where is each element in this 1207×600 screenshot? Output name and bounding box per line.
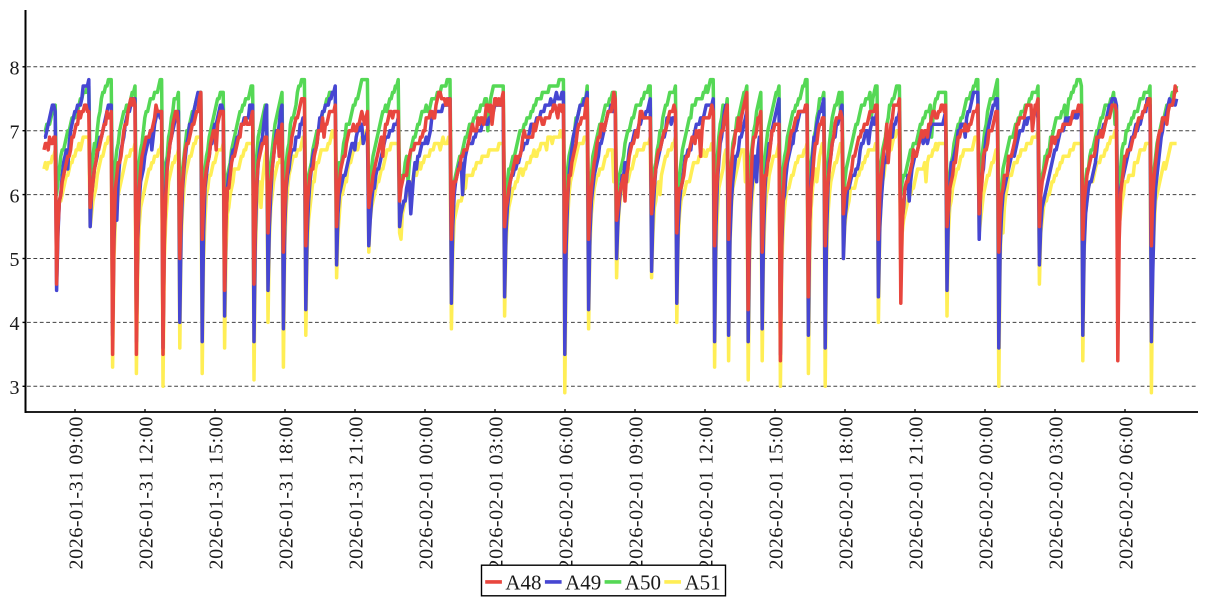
svg-text:8: 8: [10, 58, 20, 80]
svg-text:2026-02-02 00:00: 2026-02-02 00:00: [976, 416, 998, 569]
svg-text:2026-02-01 03:00: 2026-02-01 03:00: [486, 416, 508, 569]
svg-text:6: 6: [10, 185, 20, 207]
svg-text:2026-01-31 15:00: 2026-01-31 15:00: [206, 416, 228, 569]
svg-text:2026-02-01 09:00: 2026-02-01 09:00: [626, 416, 648, 569]
svg-text:2026-01-31 12:00: 2026-01-31 12:00: [136, 416, 158, 569]
svg-text:3: 3: [10, 377, 20, 399]
svg-text:2026-01-31 09:00: 2026-01-31 09:00: [66, 416, 88, 569]
svg-text:A50: A50: [625, 571, 661, 595]
svg-text:2026-02-01 18:00: 2026-02-01 18:00: [836, 416, 858, 569]
svg-text:4: 4: [10, 313, 20, 335]
svg-text:2026-02-01 06:00: 2026-02-01 06:00: [556, 416, 578, 569]
svg-text:2026-02-01 00:00: 2026-02-01 00:00: [416, 416, 438, 569]
svg-text:2026-02-01 12:00: 2026-02-01 12:00: [696, 416, 718, 569]
svg-text:A48: A48: [505, 571, 541, 595]
svg-text:7: 7: [10, 121, 20, 143]
svg-text:2026-02-02 03:00: 2026-02-02 03:00: [1046, 416, 1068, 569]
svg-text:2026-01-31 21:00: 2026-01-31 21:00: [346, 416, 368, 569]
svg-text:A49: A49: [565, 571, 601, 595]
svg-text:2026-02-02 06:00: 2026-02-02 06:00: [1116, 416, 1138, 569]
svg-text:2026-01-31 18:00: 2026-01-31 18:00: [276, 416, 298, 569]
svg-text:5: 5: [10, 249, 20, 271]
svg-text:2026-02-01 21:00: 2026-02-01 21:00: [906, 416, 928, 569]
svg-text:2026-02-01 15:00: 2026-02-01 15:00: [766, 416, 788, 569]
svg-text:A51: A51: [685, 571, 721, 595]
